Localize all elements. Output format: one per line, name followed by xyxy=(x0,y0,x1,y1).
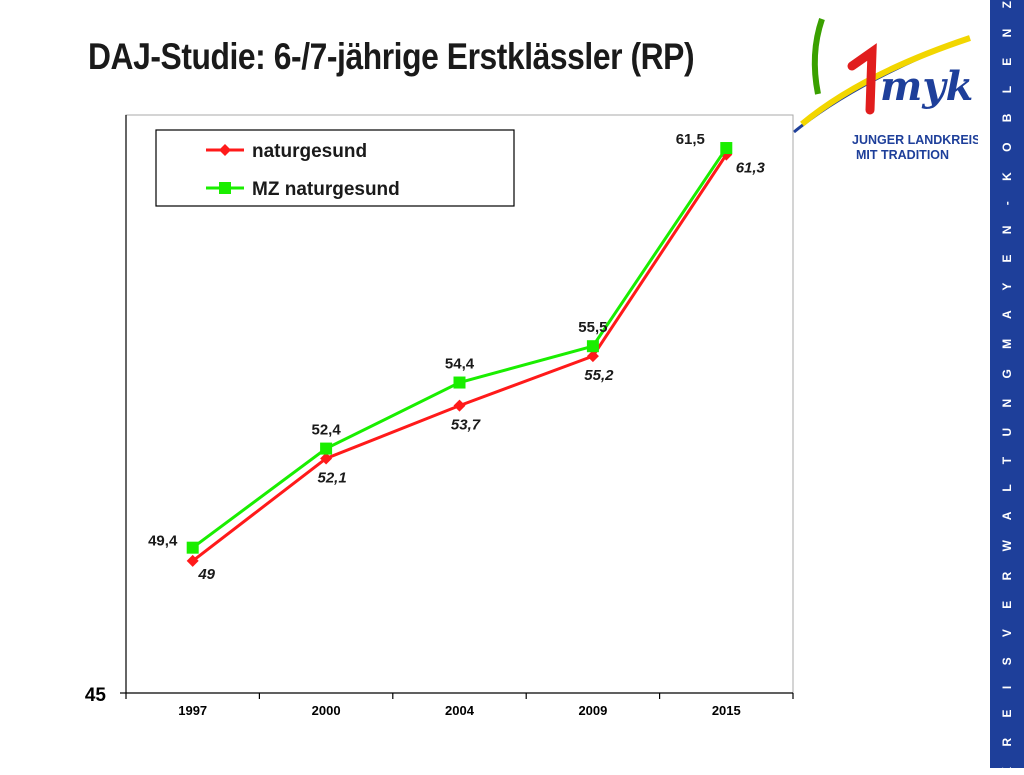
series-1-point xyxy=(586,350,599,363)
logo-line2: MIT TRADITION xyxy=(856,148,949,162)
series-2-data-label: 49,4 xyxy=(148,533,178,550)
side-band: K R E I S V E R W A L T U N G M A Y E N … xyxy=(990,0,1024,775)
legend-marker-1 xyxy=(219,144,231,156)
logo-one-red xyxy=(847,43,877,115)
series-1-data-label: 55,2 xyxy=(584,367,614,384)
x-tick-label: 2000 xyxy=(312,703,341,718)
series-2-data-label: 55,5 xyxy=(578,319,607,336)
slide-title: DAJ-Studie: 6-/7-jährige Erstklässler (R… xyxy=(88,36,695,77)
series-2-point xyxy=(186,541,199,554)
series-2-point xyxy=(720,142,733,155)
series-2-data-label: 54,4 xyxy=(445,356,475,373)
series-2-point xyxy=(320,442,333,455)
series-2-point xyxy=(586,340,599,353)
logo-line1: JUNGER LANDKREIS xyxy=(852,133,978,147)
series-1-data-label: 49 xyxy=(197,566,215,583)
series-1-point xyxy=(186,554,199,567)
legend-marker-2 xyxy=(219,182,231,194)
logo-wordmark: myk xyxy=(880,63,973,110)
myk-logo: myk JUNGER LANDKREIS MIT TRADITION xyxy=(793,18,978,162)
x-tick-label: 2004 xyxy=(445,703,475,718)
series-1-point xyxy=(453,399,466,412)
series-1-data-label: 61,3 xyxy=(736,160,766,177)
chart-legend: naturgesund MZ naturgesund xyxy=(155,129,515,207)
legend-box xyxy=(155,129,515,207)
y-tick-label: 45 xyxy=(85,685,107,706)
series-2-data-label: 61,5 xyxy=(676,131,705,148)
series-1-data-label: 52,1 xyxy=(317,469,346,486)
x-tick-label: 2015 xyxy=(712,703,741,718)
series-2-point xyxy=(453,376,466,389)
series-1-point xyxy=(320,452,333,465)
logo-swoosh-green xyxy=(811,18,825,95)
legend-label-1: naturgesund xyxy=(252,141,367,162)
x-tick-label: 1997 xyxy=(178,703,207,718)
chart-axes: 45 1997 2000 2004 2009 2015 xyxy=(85,114,794,718)
x-tick-label: 2009 xyxy=(578,703,607,718)
chart-data-labels: 49,4 52,4 54,4 55,5 61,5 49 52,1 53,7 55,2 61,3 xyxy=(148,131,765,583)
chart-series xyxy=(186,142,733,567)
series-1-data-label: 53,7 xyxy=(451,417,481,434)
series-2-data-label: 52,4 xyxy=(311,422,341,439)
legend-label-2: MZ naturgesund xyxy=(252,179,400,200)
series-line-2 xyxy=(191,147,728,549)
